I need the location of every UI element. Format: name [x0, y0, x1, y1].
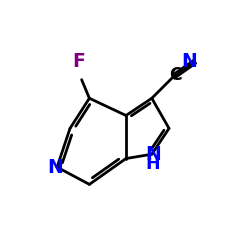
Text: N: N: [182, 52, 197, 71]
Text: C: C: [169, 66, 181, 84]
Text: H: H: [146, 155, 160, 173]
Text: N: N: [145, 145, 161, 164]
Text: F: F: [72, 52, 85, 71]
Text: N: N: [47, 158, 63, 177]
